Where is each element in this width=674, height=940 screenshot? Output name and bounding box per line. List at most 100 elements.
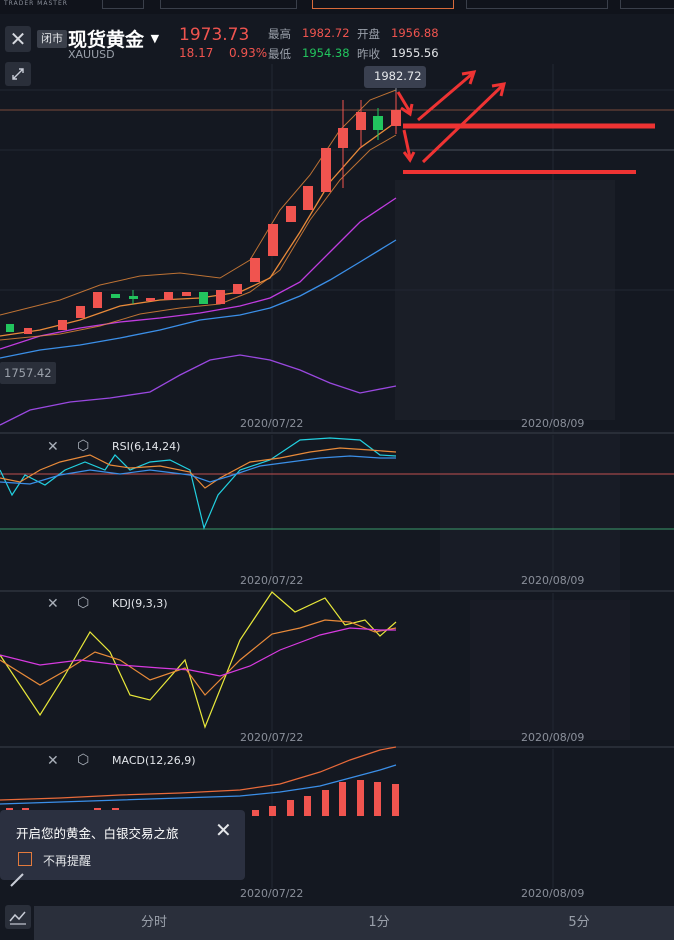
macd-bar (269, 806, 276, 816)
candle (303, 186, 313, 210)
candle (321, 148, 331, 192)
prev-close-label: 昨收 (357, 47, 380, 61)
ma-line-blue (0, 239, 397, 359)
kdj-line-magenta (0, 627, 396, 677)
date-label: 2020/07/22 (240, 574, 304, 587)
strip-box[interactable] (160, 0, 297, 9)
strip-box[interactable] (102, 0, 144, 9)
close-icon[interactable]: ✕ (47, 439, 59, 455)
candle (268, 224, 278, 256)
date-label: 2020/07/22 (240, 887, 304, 900)
draw-tool-button[interactable] (5, 870, 31, 894)
line-chart-icon (9, 911, 26, 925)
settings-hex-icon[interactable]: ⬡ (77, 438, 90, 454)
instrument-title[interactable]: 现货黄金 ▼ (68, 25, 159, 52)
kdj-line-orange (0, 619, 397, 696)
close-icon[interactable]: ✕ (47, 753, 59, 769)
indicator-toggle-button[interactable] (5, 905, 31, 929)
date-label: 2020/08/09 (521, 417, 585, 430)
high-value: 1982.72 (302, 26, 350, 40)
macd-bar (287, 800, 294, 816)
annotation-arrowhead (461, 70, 477, 85)
macd-bar (374, 782, 381, 816)
candle (93, 292, 102, 308)
annotation-arrow (421, 84, 504, 164)
candle (356, 112, 366, 130)
popup-message: 开启您的黄金、白银交易之旅 (16, 826, 179, 841)
kdj-grid (271, 593, 554, 731)
open-value: 1956.88 (391, 26, 439, 40)
macd-bar (322, 790, 329, 816)
close-icon[interactable]: ✕ (47, 596, 59, 612)
instrument-name: 现货黄金 (68, 29, 145, 51)
tab-5min[interactable]: 5分 (568, 915, 590, 930)
open-label: 开盘 (357, 27, 380, 41)
annotation-arrowhead (491, 82, 507, 97)
hand-drawn-annotations (396, 70, 655, 174)
low-marker-box (0, 362, 56, 384)
high-label: 最高 (268, 27, 291, 41)
close-icon[interactable]: ✕ (215, 818, 232, 842)
macd-bar (357, 780, 364, 816)
date-label: 2020/08/09 (521, 574, 585, 587)
rsi-label: RSI(6,14,24) (112, 440, 181, 453)
candle (76, 306, 85, 318)
dont-remind-label[interactable]: 不再提醒 (43, 854, 92, 868)
close-icon: ✕ (9, 27, 27, 51)
close-button[interactable]: ✕ (5, 26, 31, 52)
strip-box[interactable] (466, 0, 608, 9)
change-value: 18.17 (179, 46, 214, 60)
annotation-arrow (396, 91, 412, 113)
date-label: 2020/07/22 (240, 731, 304, 744)
instrument-symbol: XAUUSD (68, 48, 115, 61)
candle (24, 328, 32, 334)
kdj-line-yellow (0, 591, 397, 729)
brand-logo: TRADER MASTER (4, 0, 68, 7)
candle (182, 292, 191, 296)
candle (286, 206, 296, 222)
tab-1min[interactable]: 1分 (368, 915, 390, 930)
chart-canvas[interactable] (0, 0, 674, 906)
timeframe-tab-bar (34, 906, 674, 940)
ma-line-purple-low (0, 354, 397, 426)
strip-box-selected[interactable] (312, 0, 454, 9)
date-label: 2020/08/09 (521, 887, 585, 900)
candle (250, 258, 260, 282)
caret-down-icon[interactable]: ▼ (150, 32, 160, 45)
date-label: 2020/07/22 (240, 417, 304, 430)
rsi-line-orange (0, 447, 397, 489)
change-percent: 0.93% (229, 46, 268, 60)
macd-bar (339, 782, 346, 816)
price-change: 18.17 0.93% (179, 46, 267, 60)
macd-line-blue (0, 764, 397, 805)
candle (58, 320, 67, 330)
kdj-label: KDJ(9,3,3) (112, 597, 168, 610)
rsi-line-blue (0, 455, 396, 485)
candle (111, 294, 120, 298)
settings-hex-icon[interactable]: ⬡ (77, 752, 90, 768)
macd-label: MACD(12,26,9) (112, 754, 196, 767)
candle (391, 110, 401, 126)
macd-grid (271, 749, 554, 888)
pencil-icon (10, 873, 24, 887)
annotation-arrow (402, 129, 412, 159)
rsi-line-cyan (0, 437, 397, 530)
bollinger-lower (0, 134, 397, 341)
ma-line-orange (0, 121, 397, 337)
macd-bar (392, 784, 399, 816)
annotation-arrowhead (402, 151, 416, 163)
strip-box[interactable] (620, 0, 674, 9)
candle (199, 292, 208, 304)
prev-close-value: 1955.56 (391, 46, 439, 60)
candle (373, 116, 383, 130)
tab-timeshare[interactable]: 分时 (140, 915, 167, 930)
high-marker-label: 1982.72 (374, 69, 422, 83)
world-map-dots (395, 180, 630, 740)
settings-hex-icon[interactable]: ⬡ (77, 595, 90, 611)
candle (164, 292, 173, 300)
expand-tool-button[interactable] (5, 62, 31, 86)
dont-remind-checkbox[interactable] (18, 852, 32, 866)
welcome-popup: 开启您的黄金、白银交易之旅 ✕ 不再提醒 (0, 810, 245, 880)
candle (338, 128, 348, 148)
macd-bar (304, 796, 311, 816)
